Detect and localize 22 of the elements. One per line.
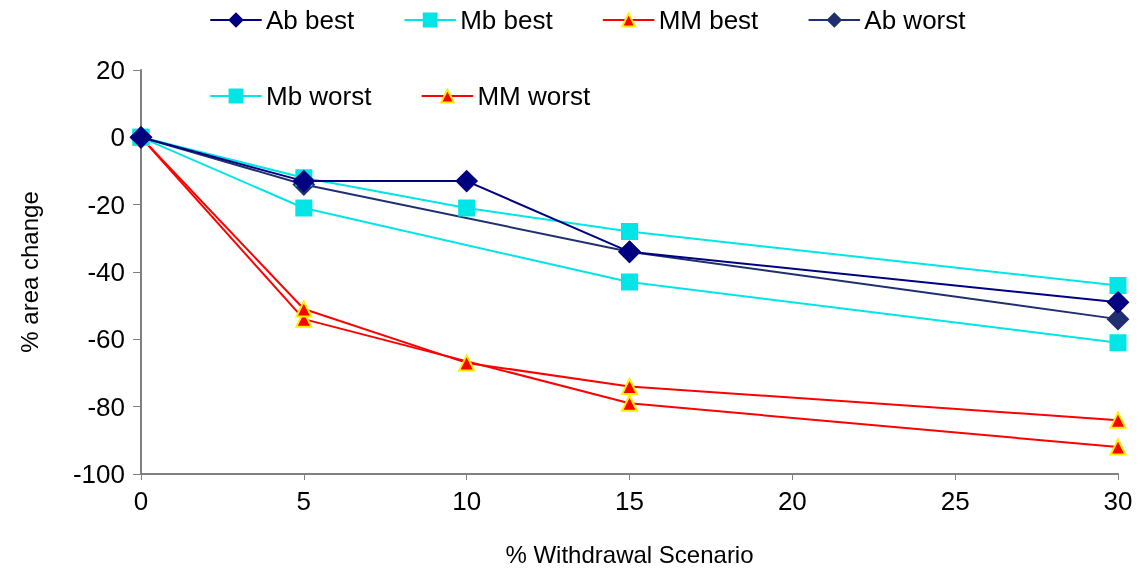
legend-label: Ab best xyxy=(266,5,355,35)
y-tick-label: -80 xyxy=(87,391,125,422)
y-tick-label: -100 xyxy=(72,459,125,489)
legend-label: Mb best xyxy=(460,5,554,35)
x-tick-label: 15 xyxy=(615,486,644,516)
y-tick-label: 20 xyxy=(96,55,125,85)
legend-label: Ab worst xyxy=(864,5,967,35)
x-tick-label: 25 xyxy=(940,486,970,516)
y-tick-label: -40 xyxy=(87,257,125,287)
x-tick-label: 20 xyxy=(777,486,807,516)
legend-label: Mb worst xyxy=(266,81,373,111)
x-tick-label: 10 xyxy=(452,486,482,516)
legend-label: MM best xyxy=(658,5,760,35)
y-tick-label: -60 xyxy=(87,324,125,355)
x-tick-label: 30 xyxy=(1103,486,1133,516)
x-axis-title: % Withdrawal Scenario xyxy=(505,540,754,568)
y-tick-label: 0 xyxy=(110,122,125,153)
y-axis-title: % area change xyxy=(15,191,43,353)
x-tick-label: 0 xyxy=(133,486,149,516)
x-tick-label: 5 xyxy=(296,486,312,516)
legend-label: MM worst xyxy=(477,81,591,111)
y-tick-label: -20 xyxy=(87,189,125,220)
